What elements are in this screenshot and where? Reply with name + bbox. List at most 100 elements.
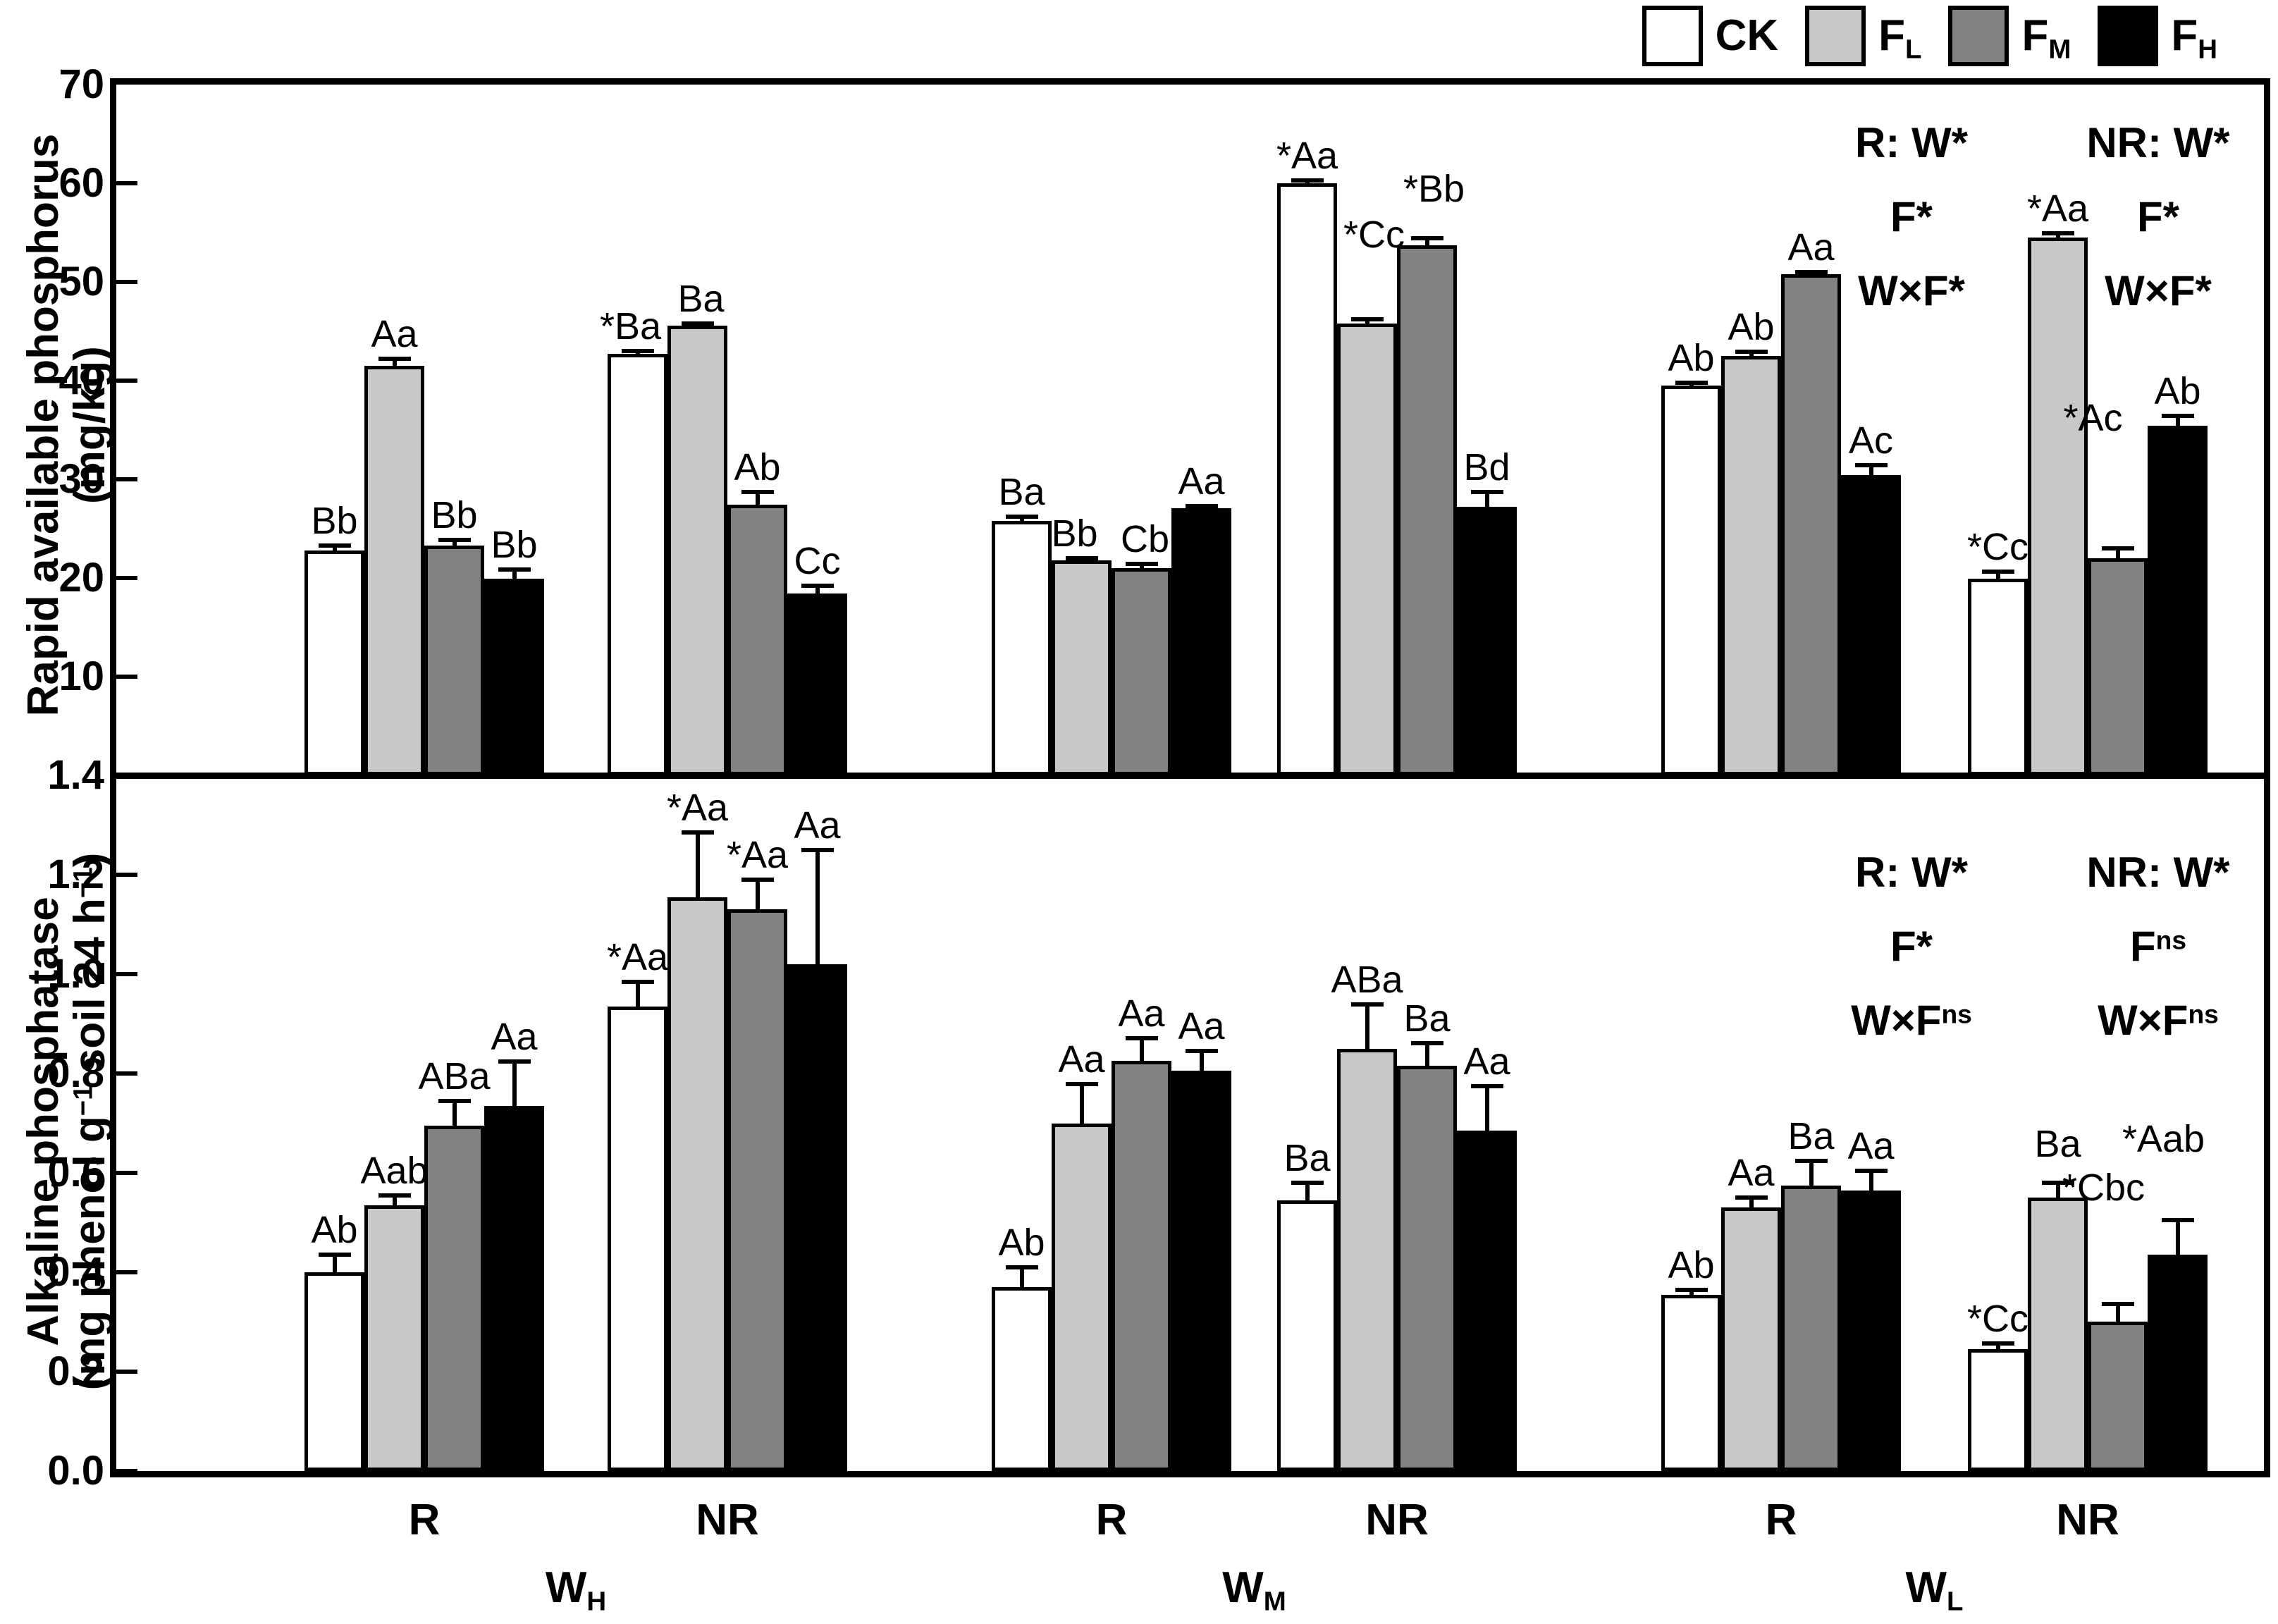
sig-label: *Aa xyxy=(726,834,789,876)
bar-WH-NR-FH xyxy=(787,964,847,1471)
y-axis-title-line1: Alkaline phosphatase xyxy=(19,897,68,1346)
bar-WL-NR-CK xyxy=(1968,579,2028,775)
error-bar-stem xyxy=(635,982,640,1007)
error-bar-stem xyxy=(1995,572,2000,579)
sig-label: Ba xyxy=(1403,997,1451,1040)
sig-label: *Bb xyxy=(1403,168,1465,210)
x-label-irrigation: R xyxy=(408,1496,441,1544)
sig-label: Ab xyxy=(998,1222,1045,1264)
error-bar-cap xyxy=(1675,381,1708,385)
error-bar-cap xyxy=(498,567,531,572)
error-bar-cap xyxy=(378,1193,411,1198)
sig-label: Aa xyxy=(1787,226,1835,269)
error-bar-cap xyxy=(1735,1195,1768,1200)
bar-WH-R-FM xyxy=(424,1126,484,1471)
sig-label: Ba xyxy=(677,278,725,320)
sig-label: *Aa xyxy=(2026,187,2089,230)
y-tick-label: 50 xyxy=(59,259,104,304)
bar-WL-NR-FM xyxy=(2088,1322,2148,1471)
anova-block: NR: W* Fns W×Fns xyxy=(2086,849,2230,1044)
error-bar-stem xyxy=(1365,1004,1369,1049)
error-bar-cap xyxy=(438,538,471,542)
error-bar-stem xyxy=(2115,1304,2120,1322)
legend-item-CK: CK xyxy=(1642,6,1778,66)
error-bar-stem xyxy=(1139,1038,1144,1061)
sig-label: Ab xyxy=(1668,337,1715,379)
sig-label: Cc xyxy=(794,540,841,582)
sig-label: Ba xyxy=(998,471,1045,513)
bar-WH-NR-FH xyxy=(787,593,847,775)
y-tick xyxy=(116,1071,137,1076)
sig-label: Aa xyxy=(1058,1038,1105,1081)
y-tick xyxy=(116,1469,137,1473)
error-bar-stem xyxy=(1809,1161,1814,1186)
error-bar-stem xyxy=(1484,492,1489,507)
error-bar-stem xyxy=(815,850,820,964)
x-label-irrigation: NR xyxy=(2056,1496,2119,1544)
error-bar-cap xyxy=(1794,270,1828,274)
y-tick xyxy=(116,1171,137,1175)
sig-label: Bb xyxy=(491,524,538,566)
error-bar-stem xyxy=(1139,564,1144,568)
error-bar-stem xyxy=(452,540,457,546)
error-bar-stem xyxy=(332,1255,337,1272)
y-tick-label: 1.2 xyxy=(47,851,104,897)
sig-label: *Aa xyxy=(1276,135,1338,177)
sig-label: Aa xyxy=(1178,1005,1225,1047)
error-bar-stem xyxy=(2055,233,2060,238)
bar-WM-NR-FM xyxy=(1397,1066,1457,1471)
frame-bottom xyxy=(110,1471,2270,1477)
error-bar-cap xyxy=(1350,317,1384,321)
sig-label: Aa xyxy=(1847,1125,1895,1167)
sig-label: *Ba xyxy=(599,305,662,347)
y-tick xyxy=(116,477,137,481)
error-bar-cap xyxy=(1350,1002,1384,1007)
legend-item-FH: FH xyxy=(2098,6,2217,66)
sig-label: Ba xyxy=(1787,1115,1835,1157)
x-label-water: WH xyxy=(545,1563,607,1617)
error-bar-cap xyxy=(1981,1341,2014,1346)
error-bar-cap xyxy=(378,357,411,361)
bar-WM-R-CK xyxy=(992,1287,1052,1471)
frame-left xyxy=(110,78,116,1477)
bar-WH-R-CK xyxy=(304,550,364,775)
bar-WH-R-FH xyxy=(484,579,544,775)
error-bar-cap xyxy=(1981,570,2014,574)
error-bar-stem xyxy=(755,880,760,909)
error-bar-cap xyxy=(621,349,654,353)
y-tick xyxy=(116,675,137,679)
sig-label: Ab xyxy=(2154,370,2201,412)
bar-WH-NR-FL xyxy=(667,897,727,1471)
error-bar-stem xyxy=(1199,1051,1204,1071)
bar-WL-R-FM xyxy=(1781,1186,1841,1471)
error-bar-cap xyxy=(1854,1169,1888,1173)
y-tick-label: 20 xyxy=(59,555,104,601)
y-tick xyxy=(116,379,137,383)
error-bar-stem xyxy=(1424,238,1429,245)
error-bar-cap xyxy=(1185,504,1218,508)
error-bar-cap xyxy=(1410,236,1443,240)
error-bar-stem xyxy=(2175,416,2180,426)
error-bar-stem xyxy=(392,359,397,366)
bar-WH-R-FL xyxy=(364,366,424,775)
error-bar-stem xyxy=(1305,1183,1310,1200)
legend-swatch-FM xyxy=(1948,6,2009,66)
bar-WL-R-FM xyxy=(1781,274,1841,775)
bar-WM-NR-FH xyxy=(1457,1131,1517,1471)
sig-label: Aa xyxy=(371,313,418,355)
y-tick-label: 1.4 xyxy=(47,752,104,798)
legend-item-FM: FM xyxy=(1948,6,2071,66)
error-bar-cap xyxy=(801,584,834,588)
error-bar-cap xyxy=(2101,1302,2134,1306)
bar-WH-R-CK xyxy=(304,1272,364,1471)
error-bar-cap xyxy=(1291,1181,1324,1185)
error-bar-stem xyxy=(1019,1267,1024,1287)
sig-label: *Aa xyxy=(606,936,669,978)
y-tick-label: 60 xyxy=(59,160,104,206)
bar-WM-NR-FL xyxy=(1337,1049,1397,1471)
sig-label: Bb xyxy=(311,500,358,542)
bar-WH-NR-FL xyxy=(667,326,727,775)
error-bar-stem xyxy=(1079,1084,1084,1124)
legend-swatch-FH xyxy=(2098,6,2159,66)
